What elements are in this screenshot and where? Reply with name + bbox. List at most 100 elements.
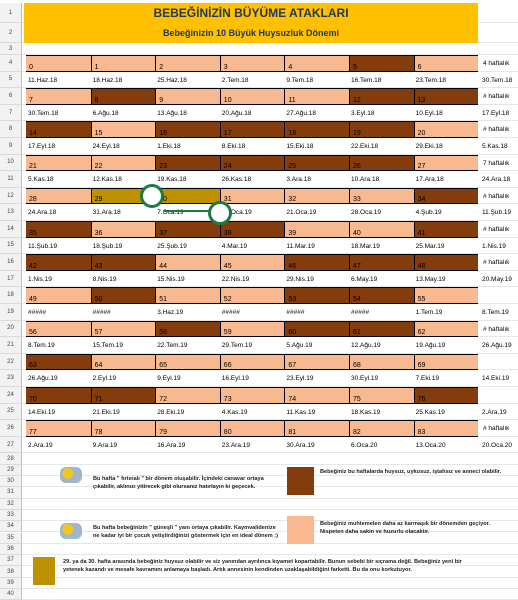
span-label: # haftalık	[483, 126, 510, 134]
row-number: 38	[0, 566, 22, 578]
row-number: 21	[0, 337, 22, 354]
week-date: 4.Kas.19	[221, 408, 248, 416]
row-gridline	[22, 533, 518, 544]
week-date: 17.Ara.18	[415, 176, 444, 184]
span-label: # haftalık	[483, 192, 510, 200]
week-date: 3.Haz.19	[157, 309, 184, 316]
week-cell: 26	[349, 155, 414, 171]
week-date: 29.Tem.19	[221, 342, 253, 350]
next-date: 14.Eki.19	[482, 375, 510, 383]
next-date: 24.Ara.18	[482, 176, 511, 184]
week-cell: 3	[219, 56, 285, 71]
row-number: 8	[0, 121, 22, 138]
week-date: 16.Ara.19	[157, 441, 186, 449]
legend-text: 29. ya da 30. hafta arasında bebeğiniz h…	[63, 559, 462, 573]
week-cell: 44	[155, 255, 220, 270]
week-date: 31.Ara.18	[92, 209, 121, 217]
week-date: 29.Nis.19	[286, 275, 314, 283]
week-cell: 36	[90, 222, 156, 237]
week-date: 1.Nis.19	[28, 275, 52, 283]
week-date: 5.Kas.18	[28, 176, 54, 184]
week-date: 10.Ara.18	[351, 176, 380, 184]
week-date: 1.Eki.18	[157, 143, 181, 150]
week-cell: 54	[349, 288, 414, 303]
week-cell: 14	[26, 122, 91, 137]
week-date: 21.Oca.19	[286, 209, 317, 217]
week-cell: 51	[155, 288, 220, 303]
row-number: 4	[0, 55, 22, 72]
week-date: #####	[221, 309, 240, 316]
week-date: 11.Haz.18	[28, 76, 58, 84]
week-cell: 27	[413, 155, 479, 171]
row-gridline	[22, 204, 518, 221]
weather-icon	[60, 466, 82, 483]
week-cell: 77	[26, 421, 91, 436]
selection-line	[164, 210, 209, 213]
row-gridline	[22, 487, 518, 499]
row-number: 15	[0, 237, 22, 255]
row-gridline	[22, 271, 518, 288]
row-number: 16	[0, 254, 22, 271]
week-date: 18.Haz.18	[92, 76, 123, 84]
week-date: 7.Oca.19	[157, 209, 184, 217]
week-date: 14.Eki.19	[28, 408, 56, 416]
week-cell: 11	[284, 89, 349, 104]
week-cell: 10	[219, 89, 285, 104]
week-cell: 9	[155, 89, 220, 104]
row-gridline	[22, 72, 518, 89]
next-date: 20.Oca.20	[482, 441, 512, 449]
week-cell: 68	[349, 354, 414, 370]
week-cell: 1	[90, 56, 156, 71]
row-gridline	[22, 138, 518, 155]
week-cell: 46	[284, 255, 349, 270]
legend-swatch	[287, 466, 314, 495]
row-number: 34	[0, 521, 22, 533]
row-number: 20	[0, 320, 22, 338]
week-date: 22.Eki.18	[351, 143, 379, 150]
week-cell: 73	[219, 388, 285, 403]
row-gridline	[22, 465, 518, 476]
week-date: 6.May.19	[351, 275, 378, 283]
week-date: 23.Ara.19	[221, 441, 250, 449]
week-cell: 16	[155, 122, 220, 137]
weather-icon	[60, 523, 82, 540]
week-date: 8.Tem.19	[28, 342, 55, 350]
row-gridline	[22, 171, 518, 188]
week-cell: 6	[413, 56, 479, 71]
row-number: 14	[0, 221, 22, 238]
span-label: # haftalık	[483, 93, 510, 101]
week-cell: 25	[284, 155, 349, 171]
span-label: # haftalık	[483, 325, 510, 333]
row-number: 25	[0, 403, 22, 421]
week-date: 11.Mar.19	[286, 242, 315, 250]
week-date: 26.Ağu.19	[28, 375, 58, 383]
legend-swatch	[33, 557, 55, 586]
legend-text: Bu hafta bebeğinizin " güneşli " yanı or…	[93, 525, 278, 539]
row-gridline	[22, 43, 518, 55]
week-date: #####	[286, 309, 305, 316]
week-cell: 40	[349, 222, 414, 237]
row-gridline	[22, 404, 518, 421]
week-date: 27.Ağu.18	[286, 109, 317, 117]
week-cell: 47	[349, 255, 414, 270]
week-date: 1.Tem.19	[415, 309, 443, 316]
week-cell: 80	[219, 421, 285, 436]
week-date: 19.Kas.18	[157, 176, 187, 184]
week-cell: 62	[413, 321, 479, 337]
row-gridline	[22, 370, 518, 387]
week-date: #####	[92, 309, 111, 316]
week-date: 25.Kas.19	[415, 408, 445, 416]
week-date: 9.Ara.19	[92, 441, 118, 449]
week-cell: 59	[219, 321, 285, 337]
week-date: 28.Eki.19	[157, 408, 185, 416]
selection-circle	[140, 184, 164, 209]
week-date: 18.Şub.19	[92, 242, 123, 250]
week-cell: 30	[155, 188, 220, 204]
week-cell: 75	[349, 388, 414, 403]
week-cell: 61	[349, 321, 414, 337]
next-date: 8.Tem.19	[482, 309, 509, 316]
week-date: 18.Kas.19	[351, 408, 381, 416]
next-date: 1.Nis.19	[482, 242, 506, 250]
week-date: 7.Eki.19	[415, 375, 440, 383]
week-date: 16.Tem.18	[351, 76, 382, 84]
